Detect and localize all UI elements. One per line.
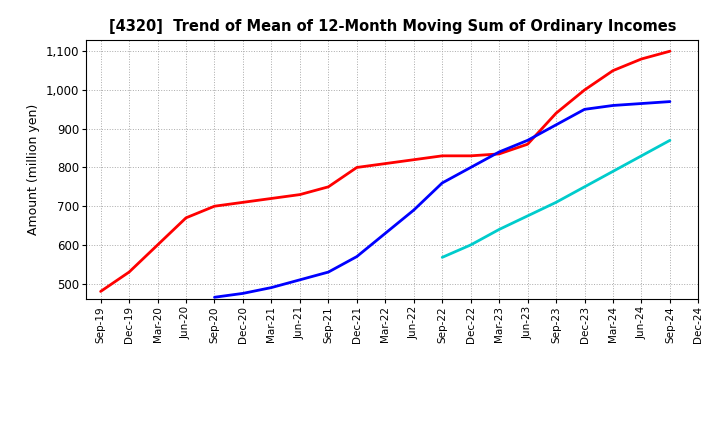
Title: [4320]  Trend of Mean of 12-Month Moving Sum of Ordinary Incomes: [4320] Trend of Mean of 12-Month Moving … xyxy=(109,19,676,34)
Y-axis label: Amount (million yen): Amount (million yen) xyxy=(27,104,40,235)
